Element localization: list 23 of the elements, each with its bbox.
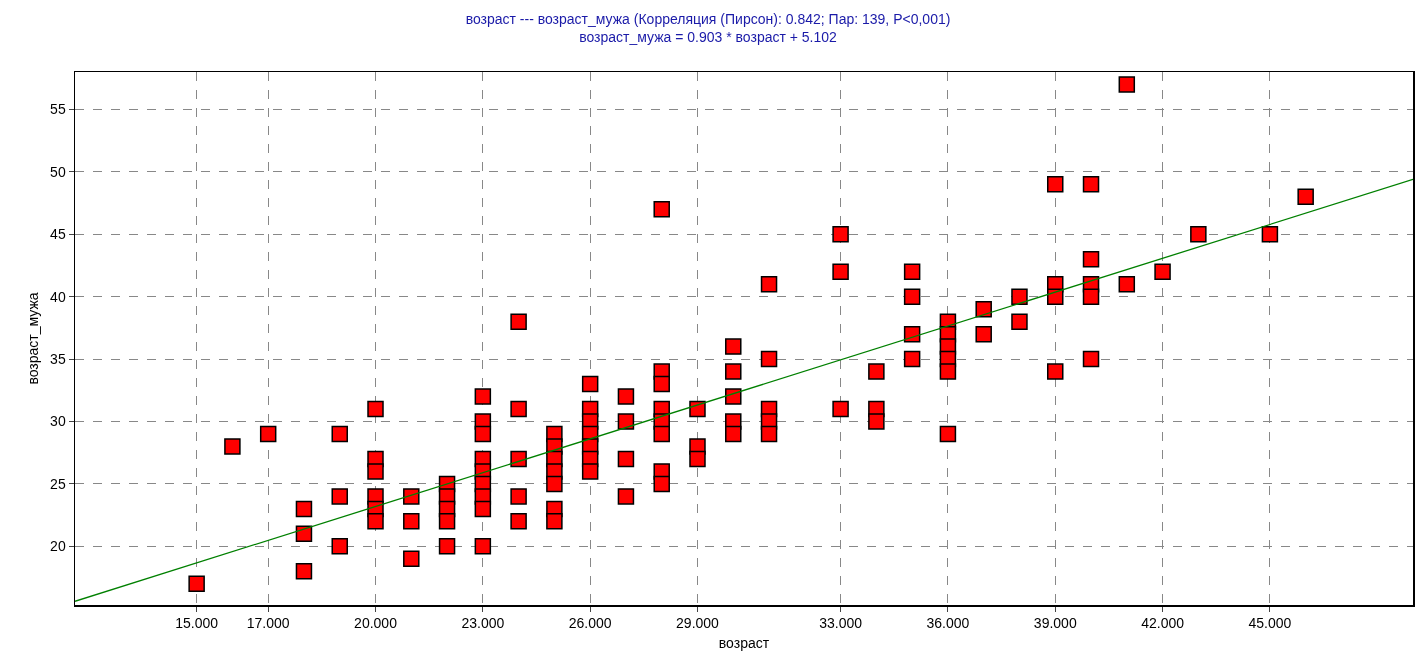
x-tick-label: 36.000: [926, 615, 970, 632]
chart-subtitle: возраст_мужа = 0.903 * возраст + 5.102: [579, 28, 838, 45]
y-tick-label: 20: [50, 538, 66, 555]
y-tick-label: 25: [50, 475, 66, 492]
y-tick-label: 55: [50, 101, 66, 118]
x-tick-label: 20.000: [354, 615, 398, 632]
x-tick-label: 39.000: [1033, 615, 1077, 632]
y-tick-label: 30: [50, 413, 66, 430]
x-tick-label: 33.000: [819, 615, 863, 632]
y-tick-label: 40: [50, 288, 66, 305]
x-tick-label: 15.000: [175, 615, 219, 632]
x-axis-title: возраст: [718, 635, 770, 652]
x-tick-label: 42.000: [1141, 615, 1185, 632]
x-tick-label: 17.000: [246, 615, 290, 632]
y-axis-title: возраст_мужа: [24, 292, 41, 385]
y-tick-label: 35: [50, 351, 66, 367]
x-tick-label: 29.000: [676, 615, 720, 632]
x-tick-label: 23.000: [461, 615, 505, 632]
y-tick-label: 45: [50, 226, 66, 243]
y-tick-label: 50: [50, 163, 66, 180]
x-tick-label: 45.000: [1248, 615, 1292, 632]
chart-title: возраст --- возраст_мужа (Корреляция (Пирсон): 0.842; Пар: 139, P<0,001): [465, 10, 951, 27]
x-tick-label: 26.000: [568, 615, 612, 632]
